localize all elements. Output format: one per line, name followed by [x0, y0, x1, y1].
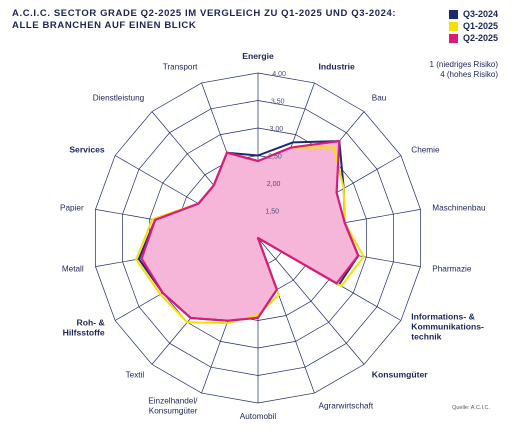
legend-item-q3-2024: Q3-2024	[448, 8, 498, 20]
chart-title: A.C.I.C. SECTOR GRADE Q2-2025 IM VERGLEI…	[12, 8, 396, 32]
legend-swatch-q3-2024	[448, 9, 458, 19]
legend-label-q2-2025: Q2-2025	[462, 33, 498, 43]
tick-label-1: 2,00	[267, 181, 281, 188]
area-fill-q2-2025	[141, 141, 359, 321]
category-label-1: Industrie	[319, 62, 356, 72]
category-label-9: Automobil	[240, 412, 277, 421]
category-label-15: Services	[69, 145, 105, 155]
tick-label-5: 4,00	[272, 71, 286, 78]
tick-label-4: 3,50	[271, 99, 285, 106]
legend: Q3-2024 Q1-2025 Q2-2025	[448, 8, 498, 44]
tick-label-3: 3,00	[270, 126, 284, 133]
category-label-12: Roh- & Hilfsstoffe	[63, 318, 105, 338]
category-label-7: Konsumgüter	[372, 370, 429, 380]
tick-label-0: 1,50	[265, 209, 279, 216]
tick-label-2: 2,50	[268, 154, 282, 161]
legend-swatch-q2-2025	[448, 33, 458, 43]
category-label-2: Bau	[372, 93, 387, 102]
category-label-6: Informations- & Kommunikations-technik	[411, 312, 484, 342]
category-label-10: Einzelhandel/Konsumgüter	[148, 396, 198, 415]
legend-label-q1-2025: Q1-2025	[462, 21, 498, 31]
legend-item-q1-2025: Q1-2025	[448, 20, 498, 32]
category-label-11: Textil	[126, 371, 145, 380]
category-label-13: Metall	[62, 265, 84, 274]
chart-title-line1: A.C.I.C. SECTOR GRADE Q2-2025 IM VERGLEI…	[12, 8, 397, 19]
series-line-q2-2025	[140, 139, 360, 322]
category-label-8: Agrarwirtschaft	[319, 401, 374, 410]
legend-swatch-q1-2025	[448, 21, 458, 31]
category-label-4: Maschinenbau	[432, 203, 486, 212]
legend-label-q3-2024: Q3-2024	[462, 9, 498, 19]
scale-note-high: 4 (hohes Risiko)	[440, 70, 498, 79]
category-label-5: Pharmazie	[432, 265, 472, 274]
category-label-3: Chemie	[411, 146, 440, 155]
chart-title-line2: ALLE BRANCHEN AUF EINEN BLICK	[12, 20, 197, 31]
scale-note: 1 (niedriges Risiko) 4 (hohes Risiko)	[430, 60, 498, 80]
category-label-14: Papier	[60, 203, 84, 212]
source-note: Quelle: A.C.I.C.	[452, 405, 490, 411]
category-label-17: Transport	[163, 63, 198, 72]
scale-note-low: 1 (niedriges Risiko)	[429, 60, 498, 69]
legend-item-q2-2025: Q2-2025	[448, 32, 498, 44]
category-label-16: Dienstleistung	[93, 93, 145, 102]
grid-spoke-7	[257, 237, 365, 365]
category-label-0: Energie	[242, 51, 274, 61]
